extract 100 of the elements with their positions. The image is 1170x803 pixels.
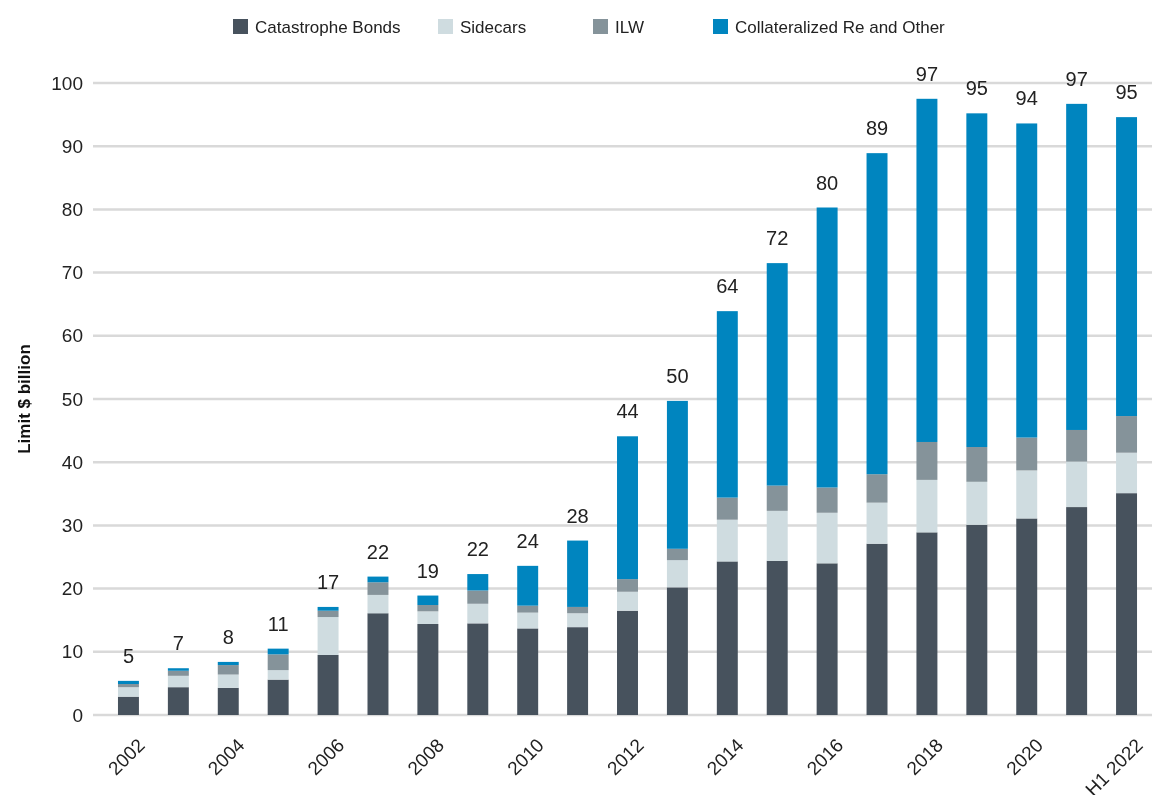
bar xyxy=(167,687,189,715)
bar xyxy=(666,400,688,549)
bar xyxy=(816,487,838,513)
total-label: 80 xyxy=(815,171,839,194)
bar xyxy=(417,611,439,624)
bar xyxy=(716,311,738,498)
bar xyxy=(766,263,788,486)
bar xyxy=(1116,416,1138,453)
bar xyxy=(117,680,139,685)
bar xyxy=(617,436,638,580)
bar xyxy=(1116,493,1138,715)
bar xyxy=(417,595,439,606)
bar xyxy=(367,582,389,595)
total-label: 97 xyxy=(915,62,939,85)
bar xyxy=(117,684,139,688)
bar xyxy=(966,447,988,482)
y-tick-label: 0 xyxy=(72,704,83,726)
legend-label: ILW xyxy=(615,17,644,37)
total-label: 95 xyxy=(965,77,988,100)
total-label: 22 xyxy=(366,540,390,563)
bar xyxy=(1066,103,1088,430)
bar xyxy=(417,623,439,715)
bar xyxy=(467,603,489,624)
bar xyxy=(1066,429,1088,462)
legend-label: Sidecars xyxy=(460,17,527,37)
y-axis-title: Limit $ billion xyxy=(15,344,34,454)
bar xyxy=(317,606,339,611)
bar xyxy=(816,207,838,488)
bar xyxy=(367,594,389,614)
bar xyxy=(866,153,888,475)
bar xyxy=(916,532,938,715)
y-tick-label: 10 xyxy=(61,641,83,663)
bar xyxy=(167,675,189,688)
bar xyxy=(866,543,888,715)
bar xyxy=(1116,117,1138,417)
y-tick-label: 70 xyxy=(61,262,83,284)
bar xyxy=(317,654,339,715)
bar xyxy=(666,560,688,588)
bar xyxy=(167,670,189,676)
y-tick-label: 30 xyxy=(61,515,83,537)
total-label: 22 xyxy=(466,538,489,561)
bar xyxy=(317,610,339,618)
bar xyxy=(666,587,688,715)
bar xyxy=(517,565,539,606)
bar xyxy=(117,696,139,715)
bar xyxy=(217,661,239,666)
bar xyxy=(666,548,688,561)
total-label: 24 xyxy=(516,529,539,552)
total-label: 7 xyxy=(172,632,184,655)
bar xyxy=(567,613,589,628)
total-label: 17 xyxy=(316,570,340,593)
y-tick-label: 100 xyxy=(51,72,83,94)
bar xyxy=(467,590,489,604)
bar xyxy=(1016,437,1038,471)
bar xyxy=(916,441,938,480)
total-label: 28 xyxy=(566,504,589,527)
y-tick-label: 60 xyxy=(61,325,83,347)
legend-label: Collateralized Re and Other xyxy=(735,17,946,37)
bar xyxy=(217,665,239,675)
bar xyxy=(866,474,888,503)
bar xyxy=(716,561,738,715)
bar xyxy=(567,606,589,614)
legend-label: Catastrophe Bonds xyxy=(255,17,401,37)
y-tick-label: 80 xyxy=(61,199,83,221)
bar xyxy=(766,485,788,511)
total-label: 44 xyxy=(616,400,639,423)
bar xyxy=(267,654,289,671)
total-label: 11 xyxy=(267,612,289,635)
bar xyxy=(1016,470,1038,519)
bar xyxy=(966,113,988,448)
y-tick-label: 90 xyxy=(61,135,83,157)
bar xyxy=(617,591,638,611)
y-tick-label: 20 xyxy=(61,578,83,600)
bar xyxy=(1016,518,1038,715)
bar xyxy=(716,497,738,520)
total-label: 89 xyxy=(865,117,889,140)
bar xyxy=(117,687,139,697)
bar xyxy=(367,613,389,715)
total-label: 64 xyxy=(716,275,739,298)
total-label: 50 xyxy=(666,364,689,387)
bar xyxy=(816,563,838,715)
y-tick-label: 50 xyxy=(61,388,83,410)
bar xyxy=(567,540,589,607)
bar xyxy=(517,628,539,715)
bar xyxy=(217,674,239,688)
bar xyxy=(517,605,539,613)
y-tick-label: 40 xyxy=(61,451,83,473)
bar xyxy=(766,560,788,715)
total-label: 19 xyxy=(416,559,440,582)
bar xyxy=(467,574,489,591)
bar xyxy=(567,627,589,715)
total-label: 95 xyxy=(1115,81,1138,104)
total-label: 72 xyxy=(766,227,789,250)
bar xyxy=(267,670,289,680)
bar xyxy=(966,524,988,715)
bar xyxy=(467,623,489,715)
bar xyxy=(1066,507,1088,715)
bar xyxy=(167,668,189,671)
bar xyxy=(617,610,638,715)
total-label: 94 xyxy=(1015,87,1038,110)
